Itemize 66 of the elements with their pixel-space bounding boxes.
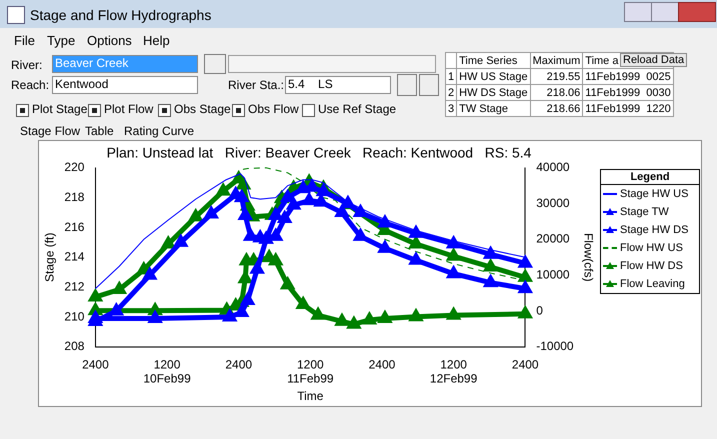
text: 5.4 LS [288,77,333,91]
text: Plot Stage [32,102,88,116]
x-tick-label: 2400 [225,357,252,372]
text: 218.66 [530,100,583,116]
text: Options [87,33,132,48]
chart-title: Stage and Flow Hydrographs [30,7,212,23]
x-tick-label: 2400 [512,357,539,372]
y2-tick-label: 20000 [536,232,570,246]
text: Reach: [11,78,50,92]
text: 2 [446,84,457,100]
y-axis-title: Stage (ft) [42,232,57,282]
text: Rating Curve [124,124,194,138]
text: TW Stage [456,100,530,116]
y2-axis-title: Flow(cfs) [581,232,596,282]
text: 3 [446,100,457,116]
y-tick-label: 210 [64,309,85,324]
text: HW DS Stage [456,84,530,100]
text: Help [143,33,170,48]
y-tick-label: 208 [64,339,85,354]
y-tick-label: 212 [64,279,85,294]
legend-label: Flow HW US [620,242,683,254]
text: 218.06 [530,84,583,100]
x-axis-title: Time [297,389,324,404]
legend-label: Flow Leaving [620,278,685,290]
text: Obs Flow [248,102,299,116]
y2-tick-label: -10000 [536,339,574,354]
x-tick-label: 1200 10Feb99 [143,357,192,386]
text: 11Feb1999 0025 [582,68,674,84]
text: 11Feb1999 0030 [582,84,674,100]
text: River Sta.: [228,78,284,92]
legend-label: Stage HW DS [620,224,688,236]
text: Type [47,33,76,48]
text: HW US Stage [456,68,530,84]
legend-label: Flow HW DS [620,260,683,272]
legend-label: Stage HW US [620,188,688,200]
text: Reload Data [620,53,688,67]
text: Use Ref Stage [318,102,396,116]
y2-tick-label: 30000 [536,196,570,210]
text: 11Feb1999 1220 [582,100,674,116]
text: Kentwood [55,77,108,91]
legend-label: Stage TW [620,206,669,218]
y2-tick-label: 0 [536,303,544,318]
y-tick-label: 220 [64,160,85,174]
x-tick-label: 2400 [82,357,110,372]
text: Time Series [456,52,530,68]
text: River: [11,58,42,72]
y-tick-label: 214 [64,250,85,264]
text: Table [85,124,114,138]
text: 219.55 [530,68,583,84]
y-tick-label: 216 [64,220,85,234]
text: File [14,33,35,48]
y2-tick-label: 10000 [536,268,570,282]
y-tick-label: 218 [64,190,85,204]
legend-title: Legend [601,170,699,185]
y2-tick-label: 40000 [536,160,570,174]
x-tick-label: 1200 12Feb99 [430,357,478,386]
text: Stage Flow [20,124,80,138]
chart-subtitle: Plan: Unstead lat River: Beaver Creek Reach: Kentwood RS: 5.4 [106,144,532,160]
text: Beaver Creek [55,56,128,70]
x-tick-label: 2400 [368,357,396,372]
text: Maximum [530,52,583,68]
text: Time a [585,54,618,66]
text: 1 [446,68,457,84]
text: Plot Flow [104,102,154,116]
x-tick-label: 1200 11Feb99 [287,357,334,386]
text: Obs Stage [174,102,231,116]
